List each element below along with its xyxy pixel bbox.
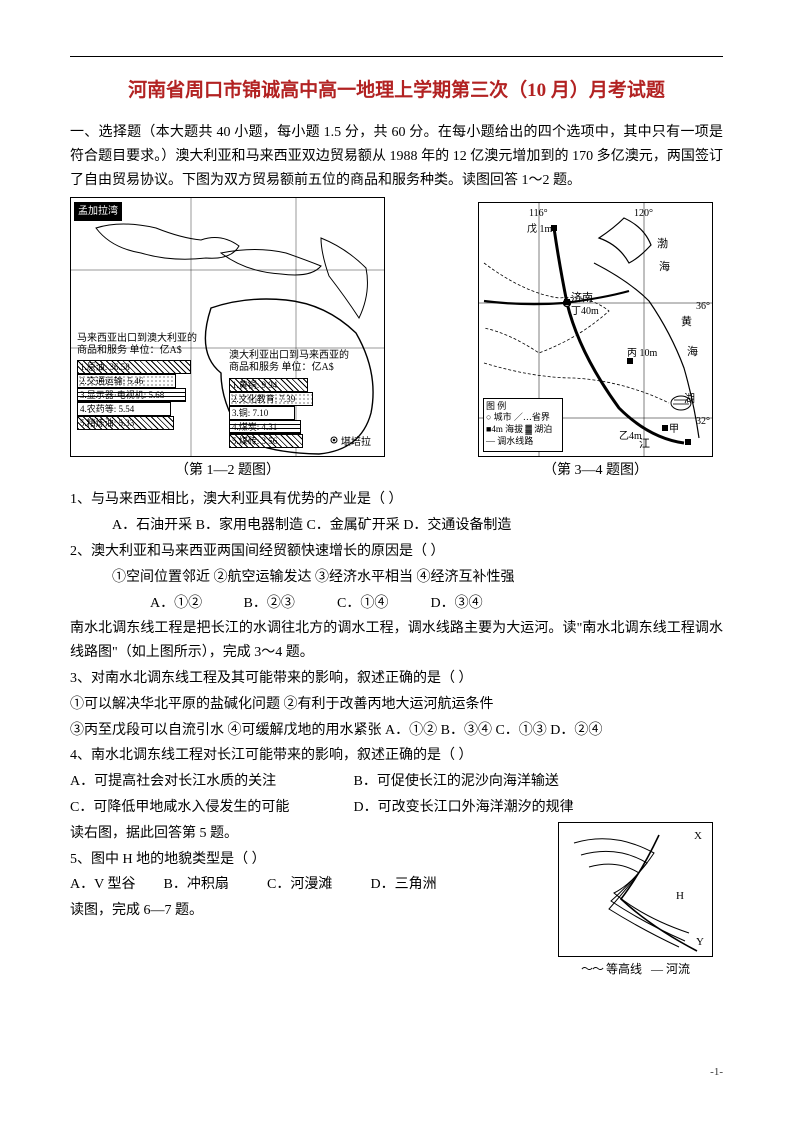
figure-captions-row: （第 1—2 题图） （第 3—4 题图） bbox=[70, 459, 723, 483]
figure-2-ding: 丁40m bbox=[571, 303, 599, 320]
figure-1-aus-header-1: 澳大利亚出口到马来西亚的 bbox=[229, 350, 349, 361]
figure-2-wu: 戊 1m bbox=[527, 221, 552, 238]
q4-option-a: A．可提高社会对长江水质的关注 bbox=[70, 770, 350, 794]
mal-bar-2: 2.交通运输: 5.46 bbox=[77, 374, 176, 388]
mal-bar-3: 3.显示器·电视机: 5.68 bbox=[77, 388, 186, 402]
q4-option-d: D．可改变长江口外海洋潮汐的规律 bbox=[354, 800, 574, 815]
intro-paragraph: 一、选择题（本大题共 40 小题，每小题 1.5 分，共 60 分。在每小题给出… bbox=[70, 121, 723, 192]
top-rule bbox=[70, 56, 723, 57]
page-title: 河南省周口市锦诚高中高一地理上学期第三次（10 月）月考试题 bbox=[70, 75, 723, 107]
figure-1-canberra-label: 堪培拉 bbox=[341, 434, 371, 451]
question-1-options: A．石油开采 B．家用电器制造 C．金属矿开采 D．交通设备制造 bbox=[70, 514, 723, 538]
passage-south-north: 南水北调东线工程是把长江的水调往北方的调水工程，调水线路主要为大运河。读"南水北… bbox=[70, 617, 723, 665]
question-1-stem: 1、与马来西亚相比，澳大利亚具有优势的产业是（ ） bbox=[70, 488, 723, 512]
figure-2-legend-line2: ■4m 海拔 ▓ 湖泊 bbox=[486, 424, 560, 436]
contour-symbol: 〜〜 bbox=[581, 962, 603, 976]
figures-row: 孟加拉湾 马来西亚出口到澳大利亚的 商品和 bbox=[70, 197, 723, 457]
page-number: -1- bbox=[710, 1063, 723, 1082]
question-3-stem: 3、对南水北调东线工程及其可能带来的影响，叙述正确的是（ ） bbox=[70, 667, 723, 691]
figure-2-hai: 海 bbox=[687, 343, 698, 362]
figure-2-hu: 湖 bbox=[684, 390, 695, 409]
figure-2-map: 116° 120° 36° 32° bbox=[478, 202, 713, 457]
figure-2-bing: 丙 10m bbox=[627, 345, 657, 362]
figure-5-contour: X H Y 〜〜 等高线 — 河流 bbox=[558, 822, 713, 957]
question-4-stem: 4、南水北调东线工程对长江可能带来的影响，叙述正确的是（ ） bbox=[70, 744, 723, 768]
q5-option-c: C．河漫滩 bbox=[267, 873, 367, 897]
figure-1-aus-header-2: 商品和服务 单位：亿A$ bbox=[229, 362, 334, 373]
figure-5-label-x: X bbox=[694, 827, 702, 846]
figure-2-yi: 乙4m bbox=[619, 428, 642, 445]
figure-5-label-y: Y bbox=[696, 933, 704, 952]
figure-1-mal-header-1: 马来西亚出口到澳大利亚的 bbox=[77, 333, 197, 344]
q1-option-b: B．家用电器制造 bbox=[196, 518, 303, 533]
q1-option-c: C．金属矿开采 bbox=[306, 518, 399, 533]
question-2-options: A．①② B．②③ C．①④ D．③④ bbox=[70, 592, 723, 616]
question-2-subs: ①空间位置邻近 ②航空运输发达 ③经济水平相当 ④经济互补性强 bbox=[70, 566, 723, 590]
q5-option-a: A．V 型谷 bbox=[70, 873, 160, 897]
question-3-subs: ①可以解决华北平原的盐碱化问题 ②有利于改善丙地大运河航运条件 bbox=[70, 693, 723, 717]
q5-option-b: B．冲积扇 bbox=[164, 873, 264, 897]
figure-5-label-h: H bbox=[676, 887, 684, 906]
aus-bar-5: 5.煤砖: 3.56 bbox=[229, 434, 303, 448]
figure-2-legend-line3: — 调水线路 bbox=[486, 436, 560, 448]
figure-2-legend: 图 例 ○ 城市 ／…省界 ■4m 海拔 ▓ 湖泊 — 调水线路 bbox=[483, 398, 563, 452]
figure-5-legend: 〜〜 等高线 — 河流 bbox=[559, 959, 712, 979]
figure-1-aus-header: 澳大利亚出口到马来西亚的 商品和服务 单位：亿A$ bbox=[229, 350, 349, 375]
figure-5-legend-contour: 等高线 bbox=[606, 962, 642, 976]
question-3-subs2: ③丙至戊段可以自流引水 ④可缓解戊地的用水紧张 A．①② B．③④ C．①③ D… bbox=[70, 719, 723, 743]
figure-2-jia: 甲 bbox=[669, 421, 679, 438]
figure-2-bohai-a: 渤 bbox=[657, 235, 668, 254]
question-4-options-row1: A．可提高社会对长江水质的关注 B．可促使长江的泥沙向海洋输送 bbox=[70, 770, 723, 794]
aus-bar-2: 2.文化教育: 7.39 bbox=[229, 392, 313, 406]
q2-option-d: D．③④ bbox=[431, 596, 483, 611]
figure-2-bohai-b: 海 bbox=[659, 258, 670, 277]
question-4-options-row2: C．可降低甲地咸水入侵发生的可能 D．可改变长江口外海洋潮汐的规律 bbox=[70, 796, 723, 820]
q5-option-d: D．三角洲 bbox=[371, 877, 437, 892]
q4-option-b: B．可促使长江的泥沙向海洋输送 bbox=[354, 774, 559, 789]
mal-bar-5: 5.精炼油: 5.33 bbox=[77, 416, 174, 430]
q4-option-c: C．可降低甲地咸水入侵发生的可能 bbox=[70, 796, 350, 820]
q2-option-a: A．①② bbox=[150, 592, 240, 616]
figure-5-legend-river: 河流 bbox=[666, 962, 690, 976]
exam-page: 河南省周口市锦诚高中高一地理上学期第三次（10 月）月考试题 一、选择题（本大题… bbox=[0, 0, 793, 1122]
aus-bar-1: 1.黄铜: 9.94 bbox=[229, 378, 308, 392]
river-symbol: — bbox=[651, 962, 663, 976]
figure-2-legend-line1: ○ 城市 ／…省界 bbox=[486, 412, 560, 424]
figure-1-map: 孟加拉湾 马来西亚出口到澳大利亚的 商品和 bbox=[70, 197, 385, 457]
figure-1-mal-header: 马来西亚出口到澳大利亚的 商品和服务 单位：亿A$ bbox=[77, 333, 197, 358]
figure-2-huang: 黄 bbox=[681, 313, 692, 332]
q2-option-b: B．②③ bbox=[244, 592, 334, 616]
figure-5-svg bbox=[559, 823, 712, 956]
mal-bar-4: 4.农药等: 5.54 bbox=[77, 402, 171, 416]
aus-bar-3: 3.铜: 7.10 bbox=[229, 406, 295, 420]
figure-2-caption: （第 3—4 题图） bbox=[478, 459, 713, 483]
figure-1-caption: （第 1—2 题图） bbox=[70, 459, 385, 483]
q1-option-d: D．交通设备制造 bbox=[403, 518, 511, 533]
aus-bar-4: 4.煤炭: 4.31 bbox=[229, 420, 301, 434]
mal-bar-1: 1.原油: 36.58 bbox=[77, 360, 191, 374]
question-2-stem: 2、澳大利亚和马来西亚两国间经贸额快速增长的原因是（ ） bbox=[70, 540, 723, 564]
figure-2-legend-title: 图 例 bbox=[486, 401, 560, 413]
figure-1-mal-header-2: 商品和服务 单位：亿A$ bbox=[77, 345, 182, 356]
q1-option-a: A．石油开采 bbox=[112, 518, 192, 533]
q2-option-c: C．①④ bbox=[337, 592, 427, 616]
